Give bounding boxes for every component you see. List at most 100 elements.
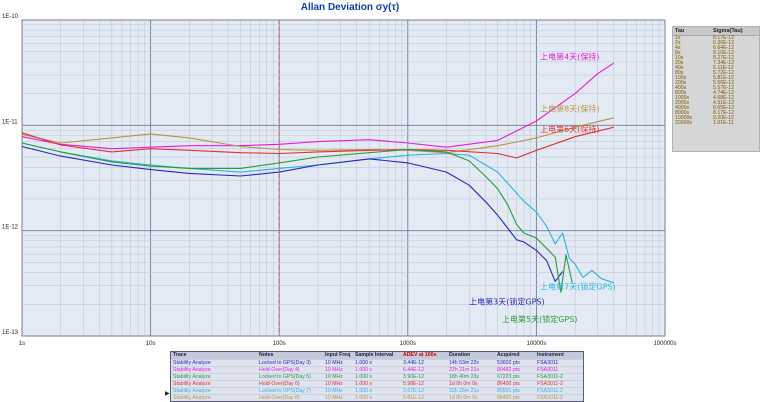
sigma-value: 5.72E-12 [713,70,735,76]
tau-value: 20s [675,60,684,66]
allan-deviation-chart: 1s 10s 100s 1000s 10000s 100000s 1E-13 1E-12 1E-… [2,14,677,347]
legend-cell-sample-interval: 1.000 s [355,395,373,401]
sigma-value: 6.05E-12 [713,105,735,111]
x-tick-label-2: 100s [273,341,286,347]
y-tick-label-2: 1E-11 [2,119,18,125]
legend-header-input-freq: Input Freq [325,352,351,358]
sigma-value: 7.34E-12 [713,60,735,66]
legend-header-trace: Trace [173,352,187,358]
series-label-2: 上电第6天(保持) [540,124,599,134]
legend-row[interactable]: Stability Analyze Hold-Over(Day 4) 10 MHz 1… [171,366,583,373]
legend-cell-adev: 5.81E-12 [403,395,425,401]
sigma-value: 5.81E-12 [713,75,735,81]
legend-cell-input-freq: 10 MHz [325,374,343,380]
tau-sigma-table: Tau Sigma(Tau) 1s 8.17E-12 2s 6.36E-12 4s 6.6… [672,26,760,152]
sigma-value: 6.64E-12 [713,45,735,51]
sigma-value: 4.68E-12 [713,95,735,101]
legend-cell-sample-interval: 1.000 s [355,360,373,366]
series-label-4: 上电第3天(锁定GPS) [469,296,544,306]
tau-sigma-row: 40s 6.11E-12 [673,65,759,71]
legend-cell-acquired: 67223 pts [497,374,520,380]
legend-cell-instrument: FSA3011 [537,360,559,366]
sigma-value: 5.57E-12 [713,85,735,91]
legend-cell-acquired: 80482 pts [497,367,520,373]
legend-cell-trace: Stability Analyze [173,360,211,366]
y-tick-label-1: 1E-12 [2,225,19,231]
legend-header-instrument: Instrument [537,352,564,358]
active-row-marker: ▶ [165,391,170,397]
series-labels: 上电第4天(保持) 上电第8天(保持) 上电第6天(保持) 上电第7天(锁定GPS) 上… [469,52,615,324]
chart-title: Allan Deviation σy(τ) [300,2,400,13]
legend-cell-input-freq: 10 MHz [325,395,343,401]
sigma-value: 8.10E-12 [713,50,735,56]
x-tick-label-5: 100000s [653,341,676,347]
tau-value: 2000s [675,100,690,106]
legend-cell-notes: Hold-Over(Day 6) [259,381,300,387]
legend-header-sample-interval: Sample Interval [355,352,394,358]
sigma-value: 8.17E-12 [713,35,735,41]
legend-cell-input-freq: 10 MHz [325,381,343,387]
legend-header-acquired: Acquired [497,352,520,358]
legend-cell-duration: 22h 21m 22s [449,367,479,373]
sigma-value: 6.11E-12 [713,65,734,71]
tau-value: 8000s [675,110,690,116]
series-group [21,62,615,293]
tau-value: 1s [675,35,681,41]
grid-lines [22,20,665,336]
legend-cell-acquired: 53602 pts [497,360,520,366]
sigma-value: 4.74E-12 [713,90,735,96]
series-label-5: 上电第5天(锁定GPS) [502,314,577,324]
series-line-1 [21,117,614,154]
tau-sigma-row: 2s 6.36E-12 [673,40,759,46]
tau-value: 400s [675,85,687,91]
tau-value: 100s [675,75,687,81]
legend-row[interactable]: Stability Analyze Locked to GPS(Day 7) 10 … [171,387,583,394]
tau-value: 10s [675,55,684,61]
legend-cell-notes: Locked to GPS(Day 5) [259,374,311,380]
sigma-value: 5.56E-12 [713,80,735,86]
legend-cell-adev: 3.90E-12 [403,374,425,380]
legend-cell-adev: 5.98E-12 [403,381,425,387]
legend-cell-input-freq: 10 MHz [325,360,343,366]
legend-header-notes: Notes [259,352,274,358]
legend-cell-notes: Hold-Over(Day 4) [259,367,300,373]
legend-row[interactable]: Stability Analyze Hold-Over(Day 6) 10 MHz 1… [171,380,583,387]
legend-cell-acquired: 80501 pts [497,388,520,394]
legend-cell-duration: 18h 40m 23s [449,374,479,380]
tau-sigma-row: 8s 8.10E-12 [673,50,759,56]
tau-sigma-row: 200s 5.56E-12 [673,80,759,86]
tau-sigma-row: 1000s 4.68E-12 [673,95,759,101]
legend-rows: Stability Analyze Locked to GPS(Day 3) 10 … [171,359,583,401]
legend-cell-trace: Stability Analyze [173,374,211,380]
legend-cell-instrument: FSA3011 [537,367,559,373]
tau-sigma-row: 80s 5.72E-12 [673,70,759,76]
legend-cell-instrument: FSA3011-2 [537,395,563,401]
tau-sigma-row: 4000s 6.05E-12 [673,105,759,111]
legend-row[interactable]: Stability Analyze Hold-Over(Day 8) 10 MHz 1… [171,394,583,401]
tau-sigma-row: 10000s 9.20E-12 [673,115,759,121]
tau-sigma-row: 8000s 8.17E-12 [673,110,759,116]
legend-cell-input-freq: 10 MHz [325,388,343,394]
legend-cell-duration: 14h 53m 22s [449,360,479,366]
tau-sigma-row: 20000s 1.01E-11 [673,120,759,126]
sigma-value: 1.01E-11 [713,120,734,126]
legend-cell-notes: Locked to GPS(Day 3) [259,360,311,366]
legend-cell-duration: 1d 0h 0m 0s [449,395,478,401]
y-tick-label-3: 1E-10 [2,14,19,20]
tau-value: 1000s [675,95,690,101]
tau-sigma-row: 10s 8.27E-12 [673,55,759,61]
legend-header-duration: Duration [449,352,471,358]
tau-header: Tau [675,28,685,34]
tau-value: 2s [675,40,681,46]
legend-cell-trace: Stability Analyze [173,381,211,387]
tau-sigma-row: 400s 5.57E-12 [673,85,759,91]
legend-row[interactable]: Stability Analyze Locked to GPS(Day 5) 10 … [171,373,583,380]
tau-value: 40s [675,65,684,71]
series-line-2 [21,126,614,159]
legend-cell-instrument: FSA3011-2 [537,374,563,380]
plot-background [21,19,666,337]
tau-value: 4s [675,45,681,51]
legend-cell-trace: Stability Analyze [173,388,211,394]
legend-row[interactable]: Stability Analyze Locked to GPS(Day 3) 10 … [171,359,583,366]
tau-sigma-header: Tau Sigma(Tau) [673,27,759,36]
